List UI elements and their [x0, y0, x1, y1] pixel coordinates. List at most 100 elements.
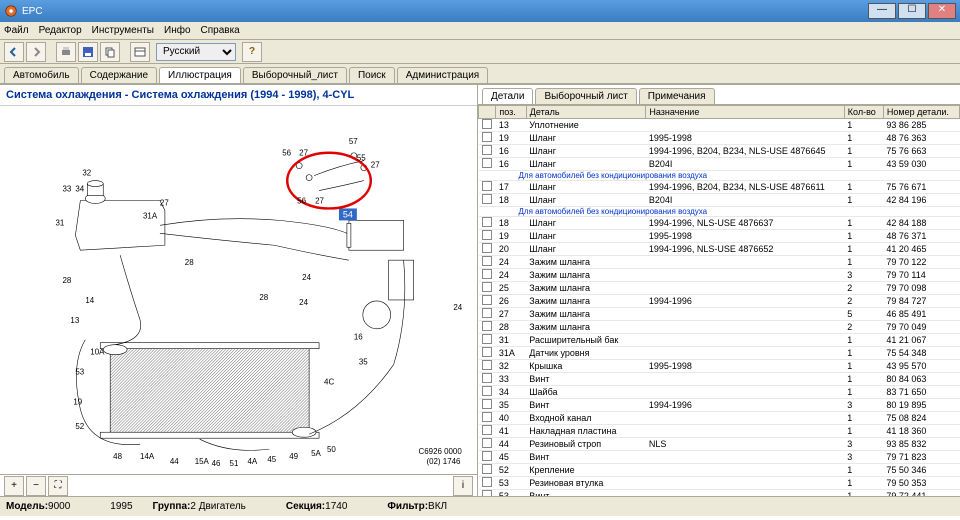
table-row[interactable]: 17Шланг1994-1996, B204, B234, NLS-USE 48…: [479, 181, 960, 194]
menu-tools[interactable]: Инструменты: [92, 25, 154, 36]
table-row[interactable]: 33Винт180 84 063: [479, 373, 960, 386]
row-checkbox[interactable]: [482, 360, 492, 370]
table-row[interactable]: 13Уплотнение193 86 285: [479, 119, 960, 132]
col-check[interactable]: [479, 106, 496, 119]
table-row[interactable]: 28Зажим шланга279 70 049: [479, 321, 960, 334]
svg-text:31: 31: [55, 218, 64, 227]
zoom-in-button[interactable]: +: [4, 476, 24, 496]
menu-help[interactable]: Справка: [201, 25, 240, 36]
table-row[interactable]: 45Винт379 71 823: [479, 451, 960, 464]
row-checkbox[interactable]: [482, 321, 492, 331]
row-checkbox[interactable]: [482, 412, 492, 422]
minimize-button[interactable]: —: [868, 3, 896, 19]
tab-content[interactable]: Содержание: [81, 67, 157, 83]
row-checkbox[interactable]: [482, 334, 492, 344]
forward-button[interactable]: [26, 42, 46, 62]
tab-details[interactable]: Детали: [482, 88, 533, 104]
tab-selection-list[interactable]: Выборочный лист: [535, 88, 636, 104]
table-row[interactable]: 19Шланг1995-1998148 76 371: [479, 230, 960, 243]
history-button[interactable]: [130, 42, 150, 62]
tab-search[interactable]: Поиск: [349, 67, 395, 83]
tab-vehicle[interactable]: Автомобиль: [4, 67, 79, 83]
row-checkbox[interactable]: [482, 347, 492, 357]
zoom-out-button[interactable]: −: [26, 476, 46, 496]
svg-text:56: 56: [282, 149, 291, 158]
table-row[interactable]: 20Шланг1994-1996, NLS-USE 4876652141 20 …: [479, 243, 960, 256]
row-checkbox[interactable]: [482, 438, 492, 448]
table-row[interactable]: 26Зажим шланга1994-1996279 84 727: [479, 295, 960, 308]
row-checkbox[interactable]: [482, 464, 492, 474]
parts-table-scroll[interactable]: поз. Деталь Назначение Кол-во Номер дета…: [478, 105, 960, 496]
table-row[interactable]: 18ШлангB204I142 84 196: [479, 194, 960, 207]
help-button[interactable]: ?: [242, 42, 262, 62]
table-row[interactable]: 44Резиновый стропNLS393 85 832: [479, 438, 960, 451]
menu-file[interactable]: Файл: [4, 25, 29, 36]
table-row[interactable]: 16ШлангB204I143 59 030: [479, 158, 960, 171]
row-checkbox[interactable]: [482, 295, 492, 305]
row-checkbox[interactable]: [482, 256, 492, 266]
save-button[interactable]: [78, 42, 98, 62]
table-row[interactable]: 31AДатчик уровня175 54 348: [479, 347, 960, 360]
table-row[interactable]: 25Зажим шланга279 70 098: [479, 282, 960, 295]
row-checkbox[interactable]: [482, 194, 492, 204]
table-row[interactable]: 24Зажим шланга379 70 114: [479, 269, 960, 282]
col-pos[interactable]: поз.: [496, 106, 526, 119]
row-checkbox[interactable]: [482, 119, 492, 129]
menu-info[interactable]: Инфо: [164, 25, 191, 36]
table-row[interactable]: 31Расширительный бак141 21 067: [479, 334, 960, 347]
close-button[interactable]: ✕: [928, 3, 956, 19]
row-checkbox[interactable]: [482, 269, 492, 279]
tab-admin[interactable]: Администрация: [397, 67, 489, 83]
svg-text:44: 44: [170, 457, 179, 466]
col-qty[interactable]: Кол-во: [844, 106, 883, 119]
svg-text:24: 24: [302, 273, 311, 282]
table-row[interactable]: 19Шланг1995-1998148 76 363: [479, 132, 960, 145]
maximize-button[interactable]: ☐: [898, 3, 926, 19]
row-checkbox[interactable]: [482, 282, 492, 292]
tab-notes[interactable]: Примечания: [639, 88, 715, 104]
table-row[interactable]: Для автомобилей без кондиционирования во…: [479, 207, 960, 217]
row-checkbox[interactable]: [482, 373, 492, 383]
language-select[interactable]: Русский: [156, 43, 236, 61]
table-row[interactable]: 53Резиновая втулка179 50 353: [479, 477, 960, 490]
table-row[interactable]: 41Накладная пластина141 18 360: [479, 425, 960, 438]
row-checkbox[interactable]: [482, 490, 492, 496]
row-checkbox[interactable]: [482, 132, 492, 142]
fit-button[interactable]: ⛶: [48, 476, 68, 496]
menu-editor[interactable]: Редактор: [39, 25, 82, 36]
row-checkbox[interactable]: [482, 386, 492, 396]
row-checkbox[interactable]: [482, 451, 492, 461]
table-row[interactable]: 16Шланг1994-1996, B204, B234, NLS-USE 48…: [479, 145, 960, 158]
row-checkbox[interactable]: [482, 399, 492, 409]
copy-button[interactable]: [100, 42, 120, 62]
table-row[interactable]: 34Шайба183 71 650: [479, 386, 960, 399]
row-checkbox[interactable]: [482, 477, 492, 487]
table-row[interactable]: 35Винт1994-1996380 19 895: [479, 399, 960, 412]
info-button[interactable]: i: [453, 476, 473, 496]
row-checkbox[interactable]: [482, 230, 492, 240]
row-checkbox[interactable]: [482, 158, 492, 168]
back-button[interactable]: [4, 42, 24, 62]
table-row[interactable]: Для автомобилей без кондиционирования во…: [479, 171, 960, 181]
table-row[interactable]: 40Входной канал175 08 824: [479, 412, 960, 425]
row-checkbox[interactable]: [482, 145, 492, 155]
table-row[interactable]: 52Крепление175 50 346: [479, 464, 960, 477]
tab-illustration[interactable]: Иллюстрация: [159, 67, 241, 83]
row-checkbox[interactable]: [482, 243, 492, 253]
table-row[interactable]: 32Крышка1995-1998143 95 570: [479, 360, 960, 373]
col-num[interactable]: Номер детали.: [883, 106, 959, 119]
illustration-panel: Система охлаждения - Система охлаждения …: [0, 85, 478, 496]
row-checkbox[interactable]: [482, 425, 492, 435]
parts-diagram[interactable]: 54 5627 57 5527 5627 323334 3131A 2728 2…: [0, 106, 477, 474]
tab-selection[interactable]: Выборочный_лист: [243, 67, 347, 83]
col-part[interactable]: Деталь: [526, 106, 646, 119]
row-checkbox[interactable]: [482, 308, 492, 318]
print-button[interactable]: [56, 42, 76, 62]
table-row[interactable]: 24Зажим шланга179 70 122: [479, 256, 960, 269]
row-checkbox[interactable]: [482, 217, 492, 227]
col-assign[interactable]: Назначение: [646, 106, 844, 119]
table-row[interactable]: 18Шланг1994-1996, NLS-USE 4876637142 84 …: [479, 217, 960, 230]
row-checkbox[interactable]: [482, 181, 492, 191]
table-row[interactable]: 53Винт179 72 441: [479, 490, 960, 497]
table-row[interactable]: 27Зажим шланга546 85 491: [479, 308, 960, 321]
